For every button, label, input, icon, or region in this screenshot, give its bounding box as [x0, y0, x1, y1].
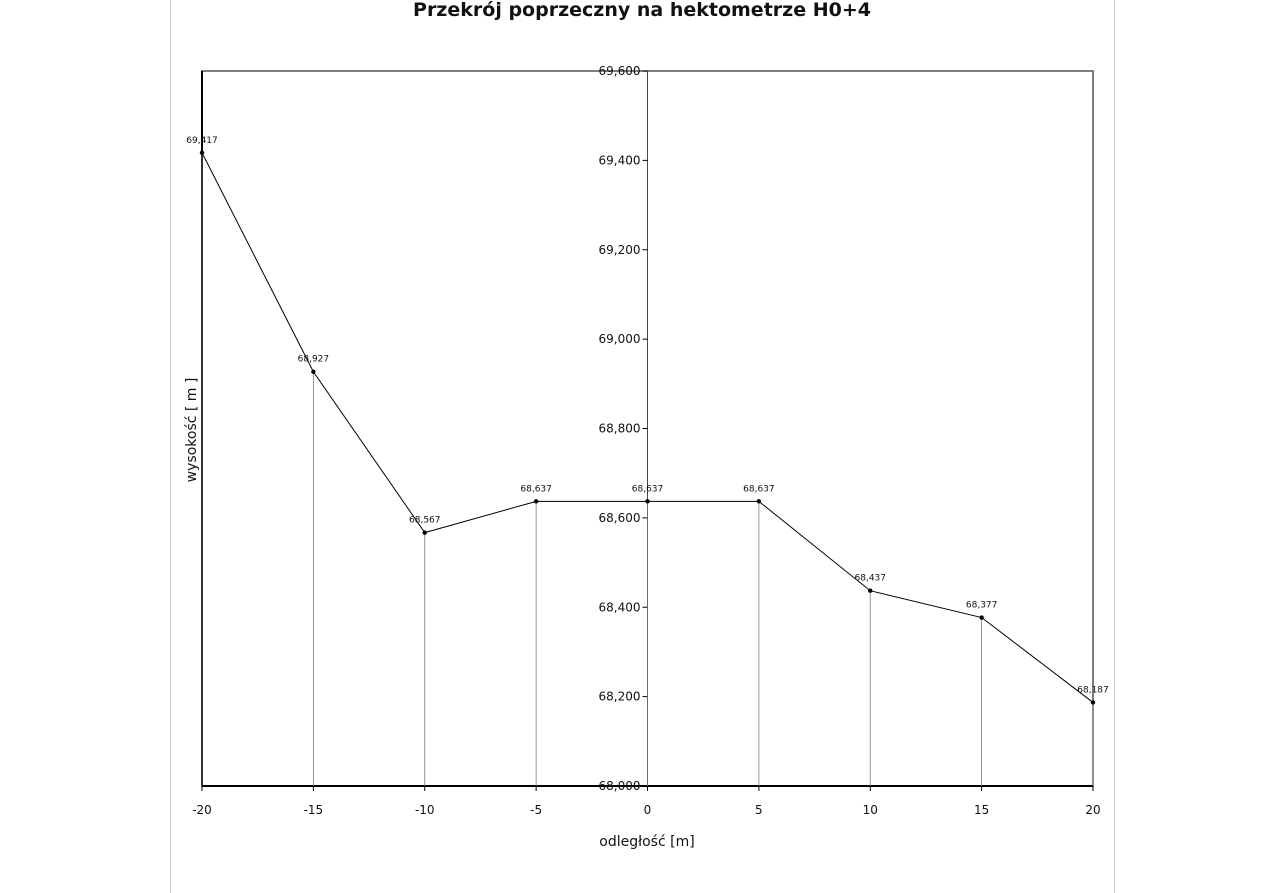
- x-tick-label: -5: [530, 803, 542, 817]
- x-tick-label: 10: [863, 803, 878, 817]
- data-point: [979, 615, 984, 620]
- plot-area: 68,000 68,200 68,400 68,600 68,800 69,000 69,2…: [186, 64, 1109, 817]
- x-tick-label: 20: [1085, 803, 1100, 817]
- data-label: 68,567: [409, 516, 441, 526]
- data-point: [533, 499, 539, 504]
- data-point: [868, 588, 873, 593]
- x-tick-label: 0: [644, 803, 652, 817]
- y-tick-label: 69,600: [599, 64, 641, 78]
- data-point: [756, 499, 762, 504]
- y-tick-label: 68,000: [599, 779, 641, 793]
- x-tick-label: -20: [192, 803, 212, 817]
- data-point: [422, 530, 427, 535]
- y-tick-label: 68,800: [599, 422, 641, 436]
- data-point: [311, 369, 316, 374]
- x-tick-label: -10: [415, 803, 435, 817]
- data-point: [1090, 700, 1096, 705]
- data-point: [645, 499, 650, 504]
- x-tick-label: 5: [755, 803, 763, 817]
- y-tick-label: 69,200: [599, 243, 641, 257]
- x-tick-label: 15: [974, 803, 989, 817]
- x-axis-label: odległość [m]: [599, 834, 694, 850]
- data-label: 68,637: [520, 484, 552, 494]
- data-label: 68,927: [298, 355, 330, 365]
- chart-page: [170, 0, 1115, 893]
- y-axis-label: wysokość [ m ]: [184, 378, 200, 483]
- data-label: 69,417: [186, 136, 218, 146]
- data-label: 68,637: [743, 484, 775, 494]
- y-tick-label: 68,200: [599, 690, 641, 704]
- y-tick-label: 69,000: [599, 332, 641, 346]
- x-tick-label: -15: [304, 803, 324, 817]
- data-label: 68,187: [1077, 685, 1109, 695]
- data-label: 68,437: [855, 574, 887, 584]
- y-tick-label: 68,600: [599, 511, 641, 525]
- y-tick-label: 68,400: [599, 600, 641, 614]
- data-label: 68,637: [632, 484, 664, 494]
- chart-title: Przekrój poprzeczny na hektometrze H0+4: [413, 0, 871, 21]
- data-point: [199, 150, 205, 155]
- y-tick-label: 69,400: [599, 153, 641, 167]
- data-label: 68,377: [966, 601, 998, 611]
